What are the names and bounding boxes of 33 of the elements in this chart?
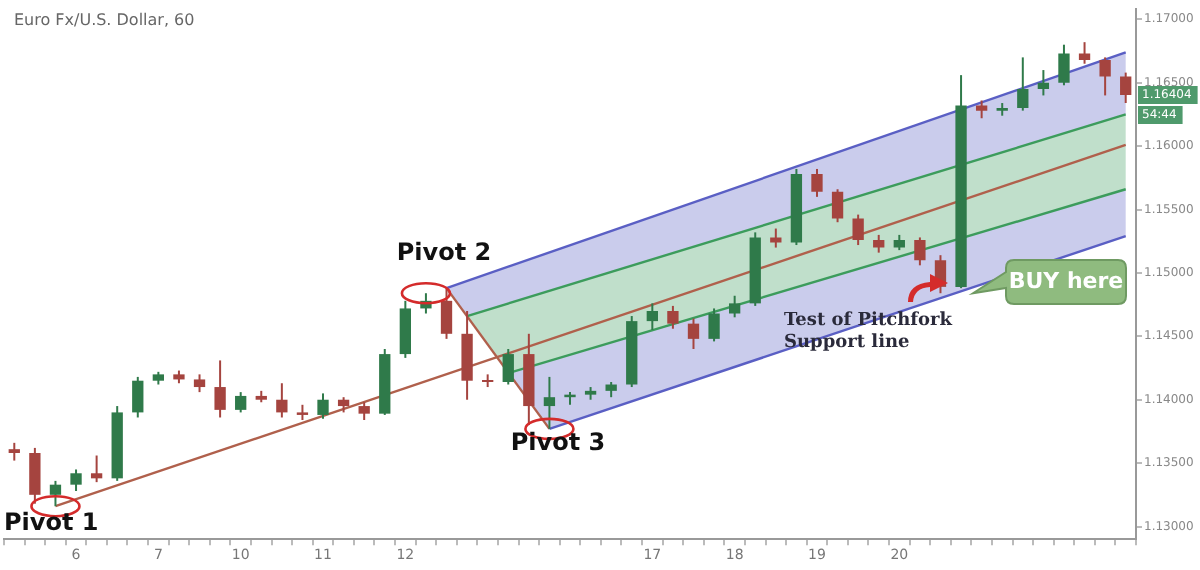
- candlestick: [1120, 71, 1132, 105]
- candlestick: [852, 213, 864, 247]
- chart-title: Euro Fx/U.S. Dollar, 60: [14, 11, 195, 30]
- annotation: Pivot 1: [4, 508, 99, 537]
- candlestick: [29, 446, 41, 505]
- candlestick: [1099, 56, 1111, 97]
- candlestick: [276, 382, 288, 419]
- candlestick: [770, 227, 782, 249]
- candlestick: [543, 375, 556, 430]
- candlestick: [687, 317, 700, 351]
- candlestick: [1058, 43, 1070, 87]
- candlestick: [1078, 41, 1091, 65]
- annotation: Pivot 2: [396, 238, 492, 267]
- candlestick: [646, 302, 658, 331]
- candlestick: [1017, 56, 1029, 112]
- candlestick: [132, 375, 144, 419]
- candlestick: [70, 468, 82, 493]
- candlestick: [317, 392, 329, 420]
- candlestick: [214, 359, 226, 419]
- candlestick: [667, 304, 679, 330]
- annotation: BUY here: [1008, 267, 1124, 294]
- candlestick: [461, 309, 473, 401]
- candlestick: [729, 294, 741, 319]
- candlestick: [811, 167, 823, 198]
- candlestick: [399, 299, 412, 359]
- candlestick: [440, 287, 453, 340]
- candlestick: [831, 188, 844, 224]
- candlestick: [90, 454, 103, 484]
- candlestick: [235, 391, 247, 414]
- candlestick: [502, 348, 514, 386]
- candlestick: [914, 236, 926, 267]
- candlestick: [708, 307, 720, 343]
- candlestick: [1037, 69, 1050, 97]
